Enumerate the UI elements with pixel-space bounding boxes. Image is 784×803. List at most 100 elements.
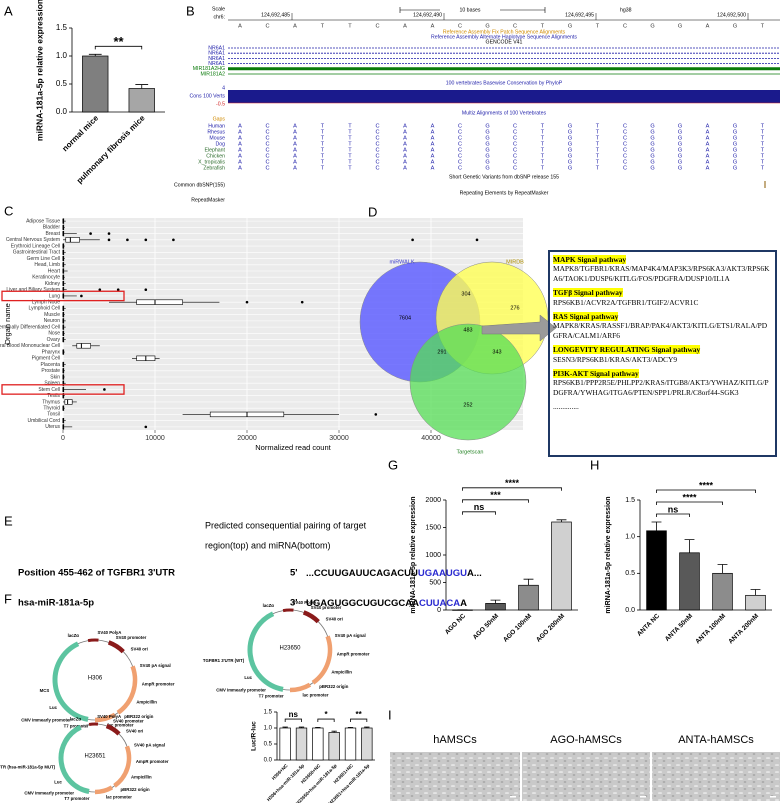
base-letter: G: [733, 159, 737, 165]
base-letter: T: [348, 23, 352, 29]
feature-label: SV40 ori: [326, 616, 343, 621]
base-letter: G: [485, 141, 489, 147]
base-letter: A: [403, 23, 407, 29]
y-tick-label: Skin: [50, 374, 60, 380]
error-bar: [651, 521, 662, 531]
base-letter: G: [485, 123, 489, 129]
base-letter: T: [321, 135, 325, 141]
base-letter: G: [650, 129, 654, 135]
x-axis-label: Normalized read count: [255, 443, 331, 452]
track-label: MIR181A2: [200, 71, 225, 77]
feature-label: AmpR promoter: [136, 759, 169, 764]
x-tick-label: 0: [61, 435, 65, 442]
outlier: [172, 238, 175, 242]
y-tick-label: 1.0: [56, 51, 68, 60]
base-letter: A: [431, 23, 435, 29]
base-letter: T: [321, 147, 325, 153]
sequence-part: UGAAUGU: [418, 568, 467, 579]
y-tick-label: Pharynx: [42, 349, 61, 355]
base-letter: C: [458, 165, 462, 171]
y-axis-label: Luc/R-luc: [251, 721, 258, 751]
base-letter: A: [706, 147, 710, 153]
base-letter: T: [321, 141, 325, 147]
outlier: [126, 238, 129, 242]
base-letter: T: [541, 147, 545, 153]
pathway-genes: RPS6KB1/PPP2R5E/PHLPP2/KRAS/ITGB8/AKT3/Y…: [553, 378, 769, 397]
base-letter: G: [678, 123, 682, 129]
base-letter: C: [265, 153, 269, 159]
base-letter: G: [650, 123, 654, 129]
outlier: [144, 425, 148, 429]
feature-label: SV40 promoter: [113, 718, 144, 723]
track-label: Scale: [212, 6, 225, 12]
base-letter: C: [513, 159, 517, 165]
base-letter: G: [678, 23, 682, 29]
significance-bracket: [656, 513, 690, 517]
significance-label: ****: [682, 492, 697, 502]
significance-label: ns: [289, 710, 299, 719]
base-letter: A: [706, 135, 710, 141]
track-label: Common dbSNP(155): [174, 182, 225, 188]
y-tick-label: Spleen: [44, 381, 60, 387]
panel-letter: H: [590, 457, 599, 472]
y-tick-label: Lymph Node: [32, 300, 60, 306]
base-letter: T: [596, 129, 600, 135]
base-letter: C: [513, 147, 517, 153]
caption: region(top) and miRNA(bottom): [205, 540, 331, 550]
image-label: AGO-hAMSCs: [550, 734, 622, 746]
plasmid-name: H23650: [279, 646, 301, 652]
base-letter: A: [293, 159, 297, 165]
base-letter: T: [761, 123, 765, 129]
plasmid-name: H306: [88, 676, 103, 682]
base-letter: G: [568, 165, 572, 171]
feature-label: T7 promoter: [64, 724, 89, 729]
base-letter: G: [568, 129, 572, 135]
error-bar: [135, 84, 149, 89]
y-tick-label: 1000: [425, 552, 441, 559]
feature-label: TGFBR1 3'UTR (WT): [203, 658, 245, 663]
base-letter: T: [321, 129, 325, 135]
bar: [485, 603, 506, 611]
significance-bracket: [350, 718, 368, 723]
feature-label: AmpR promoter: [142, 682, 175, 687]
panel-letter: I: [388, 707, 392, 722]
scale-bar: [770, 796, 776, 798]
base-letter: G: [650, 135, 654, 141]
base-letter: C: [513, 141, 517, 147]
outlier: [107, 238, 111, 242]
feature-label: lac promoter: [107, 722, 133, 727]
base-letter: A: [403, 129, 407, 135]
outlier: [107, 232, 111, 235]
base-letter: T: [348, 141, 352, 147]
base-letter: T: [761, 135, 765, 141]
track-title: Reference Assembly Fix Patch Sequence Al…: [443, 29, 566, 35]
base-letter: A: [706, 129, 710, 135]
base-letter: C: [623, 141, 627, 147]
base-letter: T: [761, 129, 765, 135]
base-letter: A: [431, 147, 435, 153]
base-letter: C: [623, 129, 627, 135]
outlier: [300, 300, 304, 304]
base-letter: G: [733, 23, 737, 29]
base-letter: C: [623, 159, 627, 165]
base-letter: A: [431, 165, 435, 171]
y-tick-label: Non-terminally Differentiated Cell: [0, 324, 60, 330]
outlier: [116, 288, 120, 292]
base-letter: T: [761, 153, 765, 159]
base-letter: C: [458, 159, 462, 165]
panel-letter: G: [388, 457, 398, 472]
y-tick-label: Liver and Biliary System: [6, 287, 60, 293]
venn-count: 304: [461, 291, 470, 297]
feature-label: pBR322 origin: [121, 787, 151, 792]
plasmid-feature: [113, 745, 132, 788]
track-label: Rhesus: [207, 129, 225, 135]
base-letter: T: [541, 129, 545, 135]
base-letter: T: [596, 153, 600, 159]
base-letter: A: [238, 123, 242, 129]
feature-label: SV40 ori: [126, 728, 143, 733]
y-tick-label: Breast: [46, 231, 61, 237]
y-tick-label: Bladder: [43, 225, 61, 231]
outlier: [475, 238, 479, 242]
base-letter: G: [650, 147, 654, 153]
x-tick-label: AGO 50nM: [472, 613, 500, 641]
